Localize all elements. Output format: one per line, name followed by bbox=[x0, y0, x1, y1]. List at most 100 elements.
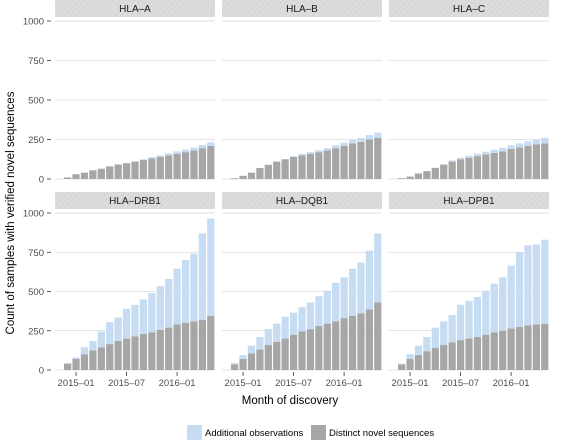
bar-distinct bbox=[473, 337, 482, 370]
x-tick-label: 2015–01 bbox=[225, 378, 262, 389]
bar-additional bbox=[541, 239, 549, 324]
bar-additional bbox=[348, 268, 357, 316]
bar-additional bbox=[247, 345, 256, 354]
bar-distinct bbox=[541, 143, 549, 179]
bar-additional bbox=[423, 337, 431, 352]
bar-distinct bbox=[406, 359, 414, 370]
bar-additional bbox=[190, 253, 198, 322]
bar-distinct bbox=[515, 326, 524, 370]
facet-strip bbox=[222, 0, 382, 17]
bar-additional bbox=[114, 317, 122, 341]
bar-additional bbox=[306, 152, 315, 154]
bar-additional bbox=[80, 347, 89, 355]
bar-distinct bbox=[148, 332, 156, 370]
bar-additional bbox=[398, 363, 406, 365]
bar-distinct bbox=[431, 167, 439, 179]
bar-additional bbox=[482, 151, 490, 155]
bar-distinct bbox=[532, 144, 540, 179]
bar-distinct bbox=[207, 315, 215, 370]
bar-additional bbox=[139, 159, 148, 161]
bar-distinct bbox=[190, 150, 198, 179]
bar-distinct bbox=[423, 351, 431, 370]
facet-strip-label: HLA–DRB1 bbox=[109, 196, 161, 207]
bar-distinct bbox=[507, 148, 515, 179]
bar-additional bbox=[374, 233, 382, 303]
bar-distinct bbox=[499, 151, 507, 179]
x-tick-label: 2016–01 bbox=[326, 378, 363, 389]
bar-distinct bbox=[515, 147, 524, 179]
bar-distinct bbox=[482, 334, 490, 370]
bar-additional bbox=[156, 286, 164, 330]
bar-additional bbox=[298, 307, 306, 332]
bar-distinct bbox=[281, 338, 289, 370]
bar-distinct bbox=[414, 173, 423, 179]
bar-additional bbox=[340, 142, 348, 146]
facet-strip bbox=[222, 192, 382, 209]
bar-distinct bbox=[289, 156, 298, 179]
bar-distinct bbox=[440, 344, 448, 370]
legend-swatch-distinct bbox=[311, 425, 326, 440]
bar-additional bbox=[357, 137, 365, 142]
bar-additional bbox=[64, 362, 72, 364]
facet-panel: HLA–DRB1 bbox=[55, 192, 215, 371]
x-axis: 2015–01 2015–07 2016–01 2015–01 2015–07 2016–… bbox=[58, 372, 530, 389]
bar-distinct bbox=[414, 355, 423, 370]
bar-additional bbox=[440, 321, 448, 345]
bar-additional bbox=[89, 340, 97, 351]
facet-strip-label: HLA–B bbox=[286, 4, 318, 15]
bar-distinct bbox=[256, 349, 264, 370]
bar-additional bbox=[524, 245, 532, 326]
bar-additional bbox=[207, 218, 215, 316]
bar-additional bbox=[198, 145, 206, 149]
bar-additional bbox=[264, 329, 272, 345]
x-axis-title: Month of discovery bbox=[242, 395, 339, 407]
bar-distinct bbox=[456, 340, 465, 370]
bar-additional bbox=[507, 265, 515, 329]
bar-distinct bbox=[239, 359, 247, 370]
bar-distinct bbox=[431, 348, 439, 370]
bar-distinct bbox=[298, 155, 306, 179]
bar-distinct bbox=[465, 338, 473, 370]
bar-additional bbox=[181, 260, 190, 323]
bar-distinct bbox=[315, 326, 323, 370]
y-axis: 0 250 500 750 1000 0 250 500 750 1000 bbox=[23, 17, 51, 377]
bar-additional bbox=[281, 316, 289, 339]
bar-distinct bbox=[173, 153, 181, 179]
bar-additional bbox=[499, 147, 507, 152]
bar-additional bbox=[440, 163, 448, 165]
bar-distinct bbox=[524, 325, 532, 370]
bar-distinct bbox=[106, 344, 114, 370]
bar-distinct bbox=[357, 141, 365, 179]
bar-distinct bbox=[348, 315, 357, 370]
bar-distinct bbox=[365, 309, 373, 370]
bar-distinct bbox=[231, 178, 239, 179]
facet-panel: HLA–DPB1 bbox=[389, 192, 549, 371]
bar-distinct bbox=[423, 171, 431, 179]
bar-distinct bbox=[165, 155, 173, 179]
bar-distinct bbox=[315, 152, 323, 179]
bar-distinct bbox=[323, 150, 331, 179]
facet-strip-label: HLA–DQB1 bbox=[276, 196, 329, 207]
bar-distinct bbox=[273, 341, 281, 370]
bar-distinct bbox=[64, 363, 72, 370]
legend-label-distinct: Distinct novel sequences bbox=[329, 428, 434, 439]
bar-distinct bbox=[473, 156, 482, 179]
bar-additional bbox=[348, 139, 357, 144]
facet-strip bbox=[389, 192, 549, 209]
bar-additional bbox=[473, 153, 482, 157]
bar-distinct bbox=[139, 160, 148, 179]
bar-additional bbox=[165, 278, 173, 328]
bar-distinct bbox=[357, 313, 365, 370]
bar-distinct bbox=[114, 340, 122, 370]
bar-distinct bbox=[365, 139, 373, 179]
bar-distinct bbox=[524, 145, 532, 179]
bar-additional bbox=[365, 250, 373, 310]
bar-additional bbox=[414, 345, 423, 356]
bar-additional bbox=[357, 262, 365, 314]
bar-additional bbox=[365, 135, 373, 140]
y-tick-label: 250 bbox=[28, 135, 44, 146]
bar-additional bbox=[524, 141, 532, 146]
x-tick-label: 2015–01 bbox=[392, 378, 429, 389]
facet-panel: HLA–DQB1 bbox=[222, 192, 382, 371]
